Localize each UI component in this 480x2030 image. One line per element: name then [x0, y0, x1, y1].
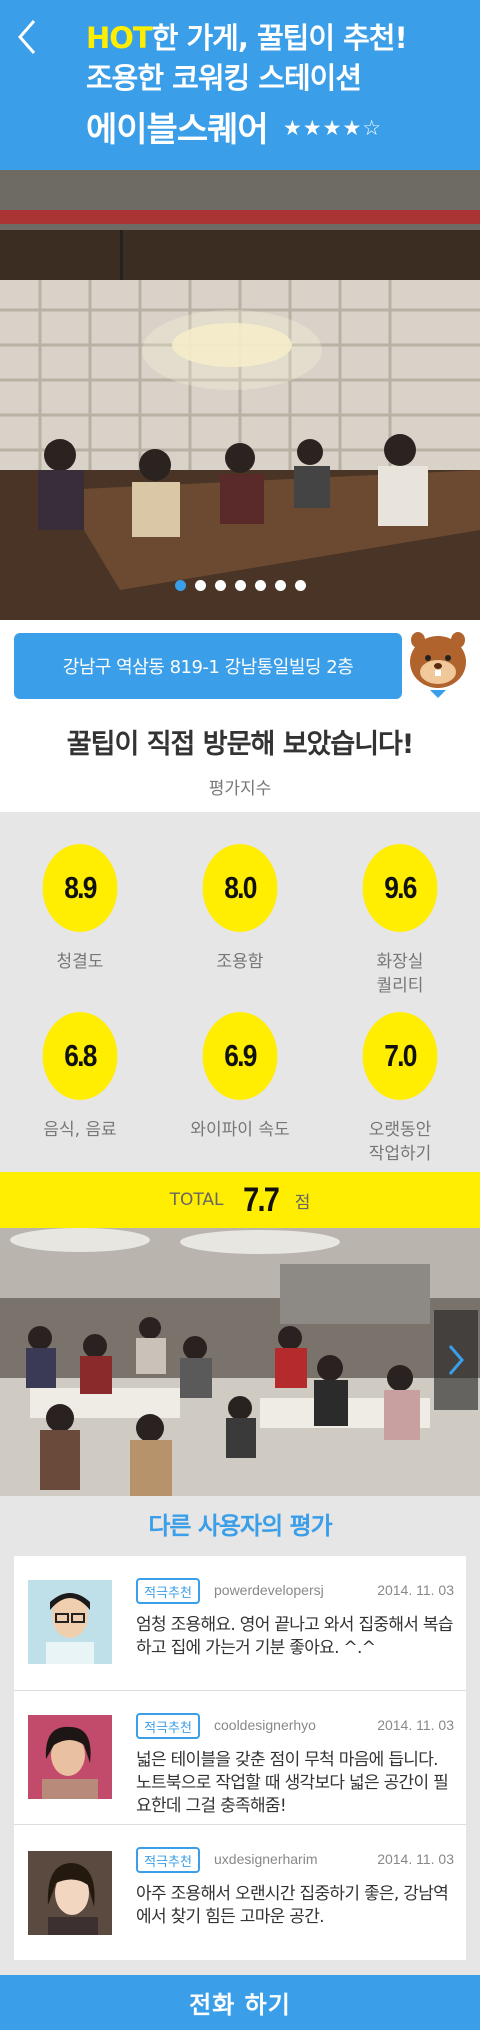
- tagline-text: 한 가게, 꿀팁이 추천!: [151, 21, 408, 55]
- score-item: 8.9 청결도: [10, 844, 150, 974]
- total-value: 7.7: [242, 1180, 280, 1219]
- visit-title: 꿀팁이 직접 방문해 보았습니다!: [66, 729, 414, 760]
- total-label: TOTAL: [169, 1190, 224, 1210]
- carousel-dot[interactable]: [234, 580, 246, 591]
- avatar: [28, 1851, 112, 1935]
- visit-subtitle: 평가지수: [208, 779, 272, 799]
- review-text: 아주 조용해서 오랜시간 집중하기 좋은, 강남역에서 찾기 힘든 고마운 공간…: [136, 1884, 449, 1927]
- event-photo: [0, 1228, 480, 1496]
- score-value: 6.9: [202, 1012, 278, 1100]
- recommend-badge: 적극추천: [136, 1578, 200, 1604]
- score-label: 청결도: [56, 952, 104, 972]
- address-button[interactable]: 강남구 역삼동 819-1 강남통일빌딩 2층: [14, 633, 402, 699]
- score-item: 6.9 와이파이 속도: [170, 1012, 310, 1142]
- reviews-title: 다른 사용자의 평가: [148, 1512, 332, 1540]
- total-unit: 점: [294, 1192, 311, 1213]
- meetup-image: [0, 1228, 480, 1496]
- header-tagline-2: 조용한 코워킹 스테이션: [86, 61, 362, 95]
- review-item: 적극추천 cooldesignerhyo 2014. 11. 03 넓은 테이블…: [14, 1690, 466, 1824]
- address-area: 강남구 역삼동 819-1 강남통일빌딩 2층: [0, 620, 480, 710]
- score-item: 7.0 오랫동안 작업하기: [330, 1012, 470, 1166]
- header: HOT한 가게, 꿀팁이 추천! 조용한 코워킹 스테이션 에이블스퀘어 ★★★…: [0, 0, 480, 170]
- store-photo-carousel[interactable]: [0, 170, 480, 620]
- score-label: 오랫동안 작업하기: [368, 1120, 432, 1164]
- score-value: 8.0: [202, 844, 278, 932]
- review-username[interactable]: uxdesignerharim: [214, 1851, 318, 1867]
- cafe-interior-image: [0, 170, 480, 620]
- carousel-dot[interactable]: [294, 580, 306, 591]
- score-item: 8.0 조용함: [170, 844, 310, 974]
- hot-label: HOT: [86, 21, 153, 55]
- store-name: 에이블스퀘어: [86, 110, 269, 150]
- carousel-dot[interactable]: [254, 580, 266, 591]
- header-tagline: HOT한 가게, 꿀팁이 추천!: [86, 18, 408, 58]
- carousel-dots: [0, 580, 480, 600]
- review-date: 2014. 11. 03: [377, 1582, 454, 1598]
- chevron-right-icon: [448, 1345, 464, 1375]
- squirrel-mascot-icon[interactable]: [406, 628, 470, 700]
- review-username[interactable]: powerdevelopersj: [214, 1582, 324, 1598]
- review-date: 2014. 11. 03: [377, 1851, 454, 1867]
- recommend-badge: 적극추천: [136, 1847, 200, 1873]
- carousel-dot[interactable]: [174, 580, 186, 591]
- avatar: [28, 1580, 112, 1664]
- score-label: 와이파이 속도: [190, 1120, 290, 1140]
- call-button[interactable]: 전화 하기: [0, 1975, 480, 2030]
- review-username[interactable]: cooldesignerhyo: [214, 1717, 316, 1733]
- reviews-list: 적극추천 powerdevelopersj 2014. 11. 03 엄청 조용…: [14, 1556, 466, 1960]
- review-item: 적극추천 uxdesignerharim 2014. 11. 03 아주 조용해…: [14, 1824, 466, 1958]
- score-value: 9.6: [362, 844, 438, 932]
- avatar: [28, 1715, 112, 1799]
- review-date: 2014. 11. 03: [377, 1717, 454, 1733]
- back-arrow-icon[interactable]: [16, 18, 38, 56]
- visit-section: 꿀팁이 직접 방문해 보았습니다! 평가지수: [0, 702, 480, 812]
- score-grid: 8.9 청결도 8.0 조용함 9.6 화장실 퀄리티 6.8 음식, 음료 6…: [0, 812, 480, 1172]
- carousel-dot[interactable]: [194, 580, 206, 591]
- score-value: 8.9: [42, 844, 118, 932]
- recommend-badge: 적극추천: [136, 1713, 200, 1739]
- score-label: 음식, 음료: [43, 1120, 117, 1140]
- score-value: 7.0: [362, 1012, 438, 1100]
- total-score-bar: TOTAL 7.7 점: [0, 1172, 480, 1228]
- score-label: 화장실 퀄리티: [376, 952, 424, 996]
- score-item: 6.8 음식, 음료: [10, 1012, 150, 1142]
- rating-stars: ★★★★☆: [283, 116, 383, 140]
- review-text: 엄청 조용해요. 영어 끝나고 와서 집중해서 복습하고 집에 가는거 기분 좋…: [136, 1615, 453, 1658]
- score-item: 9.6 화장실 퀄리티: [330, 844, 470, 998]
- score-label: 조용함: [216, 952, 264, 972]
- carousel-dot[interactable]: [274, 580, 286, 591]
- review-item: 적극추천 powerdevelopersj 2014. 11. 03 엄청 조용…: [14, 1556, 466, 1690]
- review-text: 넓은 테이블을 갖춘 점이 무척 마음에 듭니다. 노트북으로 작업할 때 생각…: [136, 1750, 449, 1816]
- next-photo-button[interactable]: [434, 1310, 478, 1410]
- score-value: 6.8: [42, 1012, 118, 1100]
- carousel-dot[interactable]: [214, 580, 226, 591]
